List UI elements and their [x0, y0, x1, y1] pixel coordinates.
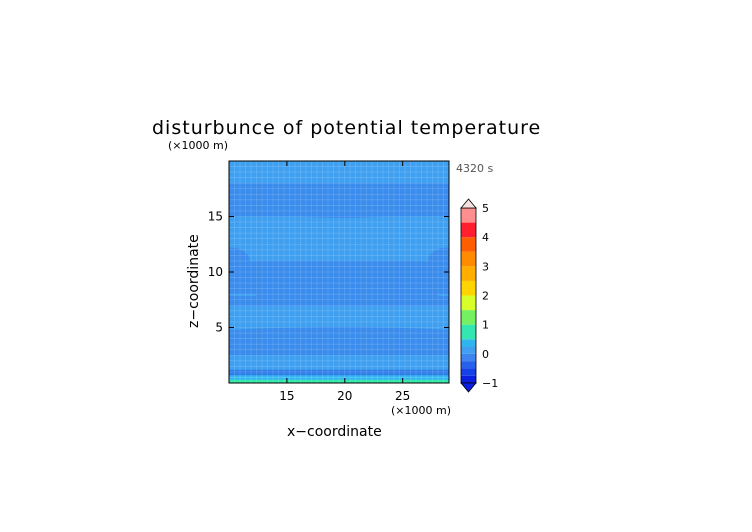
colorbar-tick-label: 5 [482, 202, 489, 215]
y-unit-label: (×1000 m) [168, 139, 228, 152]
contour-side-lobes [229, 247, 449, 275]
upper-dark-band [229, 187, 449, 218]
contour-band [229, 216, 449, 261]
colorbar-level [461, 324, 476, 340]
colorbar-tick-label: 4 [482, 231, 489, 244]
contour-band [229, 379, 449, 383]
grid-lines [229, 161, 449, 383]
lower-dark-band [229, 327, 449, 344]
colorbar-level [461, 237, 476, 252]
y-tick-label: 5 [215, 321, 223, 335]
colorbar-level [461, 361, 476, 369]
contour-band [229, 355, 449, 370]
colorbar-tick-label: 1 [482, 319, 489, 332]
colorbar-level [461, 339, 476, 347]
colorbar-level [461, 251, 476, 267]
colorbar-tick-label: 0 [482, 348, 489, 361]
y-axis-ticks: 5 10 15 [208, 210, 449, 335]
x-unit-label: (×1000 m) [391, 404, 451, 417]
colorbar-tick-label: 2 [482, 290, 489, 303]
chart-title: disturbunce of potential temperature [152, 117, 541, 139]
colorbar-level [461, 208, 476, 223]
colorbar: −1 0 1 2 3 4 5 [460, 198, 498, 393]
contour-band [229, 161, 449, 184]
colorbar-level [461, 266, 476, 281]
colorbar-level [461, 222, 476, 238]
colorbar-level [461, 353, 476, 362]
contour-band [229, 375, 449, 380]
colorbar-level [461, 375, 476, 383]
y-axis-label: z−coordinate [186, 234, 202, 328]
y-tick-label: 15 [208, 210, 223, 224]
x-tick-label: 15 [279, 389, 294, 403]
time-label: 4320 s [456, 162, 493, 175]
colorbar-tick-label: −1 [482, 377, 498, 390]
colorbar-level [461, 368, 476, 376]
contour-side-lobe [229, 247, 250, 275]
colorbar-level [461, 310, 476, 325]
x-tick-label: 20 [337, 389, 352, 403]
colorbar-level [461, 295, 476, 311]
x-tick-label: 25 [395, 389, 410, 403]
middle-dark-band [229, 262, 449, 306]
plot-area: 15 20 25 5 10 15 [208, 160, 450, 403]
colorbar-level [461, 280, 476, 296]
colorbar-over-arrow [460, 198, 477, 209]
x-axis-label: x−coordinate [287, 424, 382, 440]
colorbar-tick-label: 3 [482, 260, 489, 273]
contour-side-lobe [428, 247, 449, 275]
colorbar-level [461, 346, 476, 354]
y-tick-label: 10 [208, 265, 223, 279]
contour-band [229, 369, 449, 376]
colorbar-under-arrow [460, 382, 477, 393]
x-axis-ticks: 15 20 25 [279, 161, 410, 403]
